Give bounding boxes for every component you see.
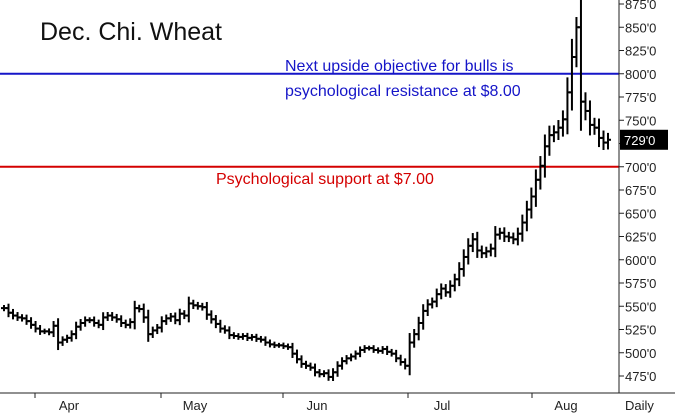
x-axis-tick-layer: Apr May Jun Jul Aug [34, 393, 578, 413]
y-axis-tick-label: 475'0 [625, 369, 656, 384]
y-axis-tick-label: 700'0 [625, 160, 656, 175]
last-price-box [620, 129, 668, 150]
resistance-annotation-line-2: psychological resistance at $8.00 [285, 83, 521, 100]
price-bars-layer [1, 0, 611, 381]
y-axis-tick-label: 550'0 [625, 299, 656, 314]
last-price-marker: 729'0 [620, 129, 668, 150]
y-axis-tick-label: 575'0 [625, 276, 656, 291]
y-axis-tick-layer: 875'0 850'0 825'0 800'0 775'0 750'0 700'0 675'0… [619, 0, 656, 384]
frequency-label: Daily [625, 398, 654, 413]
x-axis-tick-label: Jun [307, 398, 328, 413]
chart-title: Dec. Chi. Wheat [40, 18, 222, 46]
x-axis-tick-label: May [183, 398, 208, 413]
y-axis-tick-label: 825'0 [625, 44, 656, 59]
y-axis-tick-label: 875'0 [625, 0, 656, 12]
y-axis-tick-label: 650'0 [625, 206, 656, 221]
x-axis-tick-label: Apr [59, 398, 80, 413]
resistance-annotation-line-1: Next upside objective for bulls is [285, 58, 514, 75]
y-axis-tick-label: 500'0 [625, 346, 656, 361]
support-annotation: Psychological support at $7.00 [216, 171, 434, 188]
y-axis-tick-label: 600'0 [625, 253, 656, 268]
reference-line-layer [0, 72, 619, 168]
y-axis-tick-label: 850'0 [625, 20, 656, 35]
y-axis-tick-label: 800'0 [625, 67, 656, 82]
x-axis-tick-label: Aug [554, 398, 577, 413]
y-axis-tick-label: 625'0 [625, 230, 656, 245]
x-axis-tick-label: Jul [434, 398, 451, 413]
y-axis-tick-label: 675'0 [625, 183, 656, 198]
y-axis-tick-label: 750'0 [625, 113, 656, 128]
y-axis-tick-label: 775'0 [625, 90, 656, 105]
last-price-label: 729'0 [624, 133, 655, 148]
y-axis-tick-label: 525'0 [625, 323, 656, 338]
price-bar [605, 132, 611, 150]
